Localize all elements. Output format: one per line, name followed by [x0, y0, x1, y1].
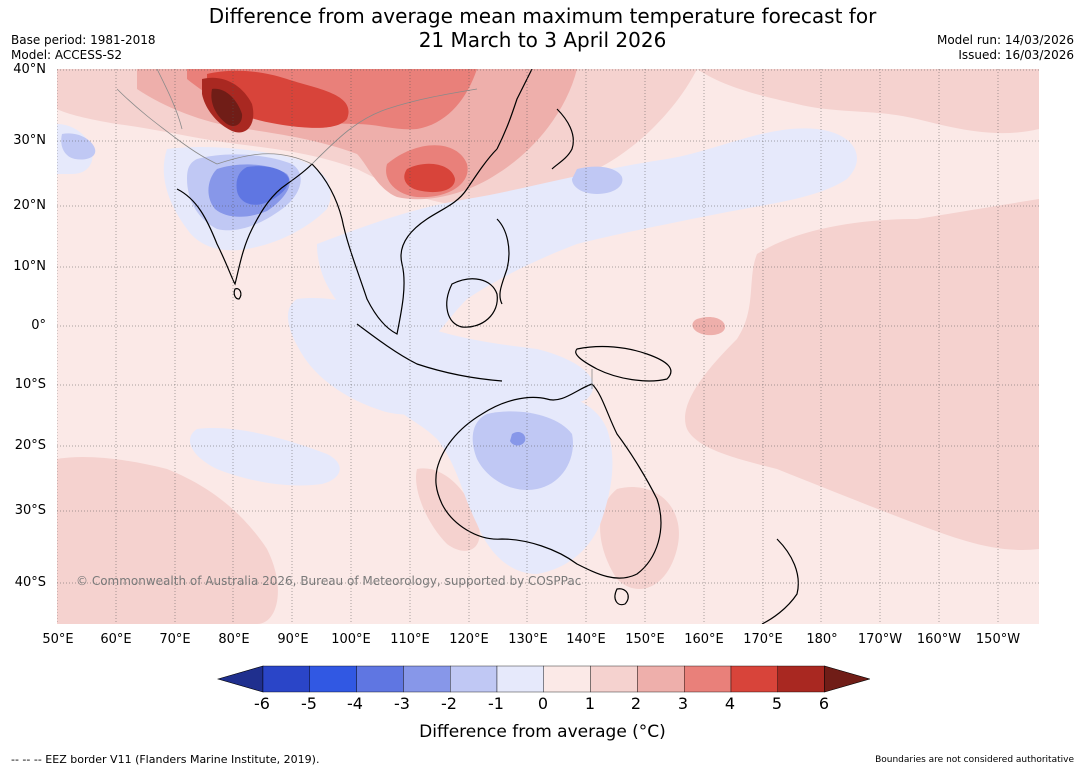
temperature-anomaly-map: [57, 69, 1039, 624]
philippines-coastline: [496, 218, 510, 305]
new-guinea-coastline: [575, 345, 672, 382]
anomaly-region-tropical-cool-band: [317, 128, 857, 353]
sumatra-java-coastline: [356, 323, 503, 382]
lat-label-30n: 30°N: [13, 133, 46, 148]
anomaly-region-china-hot: [404, 163, 455, 193]
lat-label-40s: 40°S: [14, 575, 46, 590]
colorbar-cell: [637, 665, 685, 693]
anomaly-region-south-indian: [57, 457, 278, 624]
colorbar-cell: [403, 665, 451, 693]
lon-label-170w: 170°W: [857, 632, 903, 647]
model-name: Model: ACCESS-S2: [11, 48, 123, 62]
boundaries-disclaimer: Boundaries are not considered authoritat…: [875, 755, 1074, 765]
colorbar-tick-5: 5: [771, 694, 783, 713]
lat-label-0: 0°: [31, 318, 46, 333]
colorbar-tick-3: 3: [677, 694, 689, 713]
anomaly-region-pacific-north: [697, 69, 1039, 134]
colorbar-tick-neg1: -1: [488, 694, 504, 713]
meta-right: Model run: 14/03/2026 Issued: 16/03/2026: [937, 33, 1074, 63]
lon-label-160w: 160°W: [916, 632, 962, 647]
tasmania-coastline: [614, 588, 629, 606]
japan-coastline: [551, 108, 574, 170]
anomaly-region-tasman: [600, 487, 679, 589]
indochina-coastline: [311, 148, 498, 335]
colorbar-tick-4: 4: [724, 694, 736, 713]
map-title: Difference from average mean maximum tem…: [0, 4, 1085, 52]
lon-label-150w: 150°W: [975, 632, 1021, 647]
lon-label-80e: 80°E: [218, 632, 250, 647]
sri-lanka-coastline: [233, 288, 242, 300]
lon-label-60e: 60°E: [100, 632, 132, 647]
colorbar-cell: [543, 665, 591, 693]
lat-label-30s: 30°S: [14, 503, 46, 518]
issued-date: Issued: 16/03/2026: [958, 48, 1074, 62]
anomaly-region-east-china-sea-cool: [572, 166, 623, 194]
copyright-notice: © Commonwealth of Australia 2026, Bureau…: [76, 574, 582, 588]
borneo-coastline: [446, 278, 498, 328]
colorbar-cell: [309, 665, 357, 693]
lon-label-70e: 70°E: [159, 632, 191, 647]
colorbar-extend-low: [216, 665, 264, 693]
anomaly-region-australia-cool-2: [472, 411, 573, 490]
australia-coastline: [435, 383, 662, 579]
lon-label-90e: 90°E: [277, 632, 309, 647]
colorbar: [216, 665, 870, 693]
colorbar-tick-6: 6: [818, 694, 830, 713]
lon-label-110e: 110°E: [390, 632, 430, 647]
lat-label-10n: 10°N: [13, 259, 46, 274]
eez-legend-note: -- -- -- EEZ border V11 (Flanders Marine…: [11, 753, 320, 766]
colorbar-tick-neg5: -5: [301, 694, 317, 713]
colorbar-tick-1: 1: [584, 694, 596, 713]
colorbar-cell: [730, 665, 778, 693]
lon-label-160e: 160°E: [684, 632, 724, 647]
colorbar-extend-high: [824, 665, 870, 693]
lat-label-20n: 20°N: [13, 198, 46, 213]
colorbar-cell: [777, 665, 825, 693]
title-line-2: 21 March to 3 April 2026: [418, 28, 667, 52]
country-borders: [116, 69, 593, 389]
model-run: Model run: 14/03/2026: [936, 33, 1074, 47]
anomaly-region-india-cool-4: [236, 166, 289, 205]
anomaly-region-pacific-east: [685, 199, 1039, 550]
colorbar-cell: [449, 665, 498, 693]
colorbar-label: Difference from average (°C): [419, 722, 666, 742]
colorbar-cell: [590, 665, 638, 693]
colorbar-cell: [262, 665, 310, 693]
colorbar-tick-neg4: -4: [347, 694, 363, 713]
china-coastline: [496, 69, 533, 150]
lat-label-20s: 20°S: [14, 438, 46, 453]
anomaly-region-indian-ocean-cool: [189, 428, 340, 486]
lon-label-120e: 120°E: [449, 632, 489, 647]
lon-label-170e: 170°E: [743, 632, 783, 647]
graticule: [57, 69, 1039, 624]
india-coastline: [176, 163, 313, 286]
lon-label-50e: 50°E: [42, 632, 74, 647]
base-period: Base period: 1981-2018: [11, 33, 156, 47]
anomaly-region-maritime-cool: [287, 298, 594, 415]
lon-label-150e: 150°E: [625, 632, 665, 647]
colorbar-tick-2: 2: [630, 694, 642, 713]
colorbar-tick-0: 0: [537, 694, 549, 713]
colorbar-cell: [684, 665, 732, 693]
lat-label-40n: 40°N: [13, 62, 46, 77]
anomaly-region-australia-cool-3: [510, 431, 526, 446]
colorbar-cell: [496, 665, 544, 693]
colorbar-tick-neg2: -2: [441, 694, 457, 713]
colorbar-tick-neg6: -6: [254, 694, 270, 713]
anomaly-region-southwest-australia: [416, 468, 480, 551]
colorbar-tick-neg3: -3: [394, 694, 410, 713]
lat-label-10s: 10°S: [14, 377, 46, 392]
meta-left: Base period: 1981-2018 Model: ACCESS-S2: [11, 33, 156, 63]
lon-label-130e: 130°E: [508, 632, 548, 647]
lon-label-180: 180°: [806, 632, 838, 647]
title-line-1: Difference from average mean maximum tem…: [208, 4, 877, 28]
new-zealand-coastline: [761, 538, 799, 624]
lon-label-100e: 100°E: [331, 632, 371, 647]
anomaly-region-arabia-cool-2: [61, 133, 96, 160]
lon-label-140e: 140°E: [566, 632, 606, 647]
anomaly-region-tibet-core: [211, 88, 243, 126]
colorbar-cell: [356, 665, 404, 693]
coastlines: [176, 69, 799, 624]
